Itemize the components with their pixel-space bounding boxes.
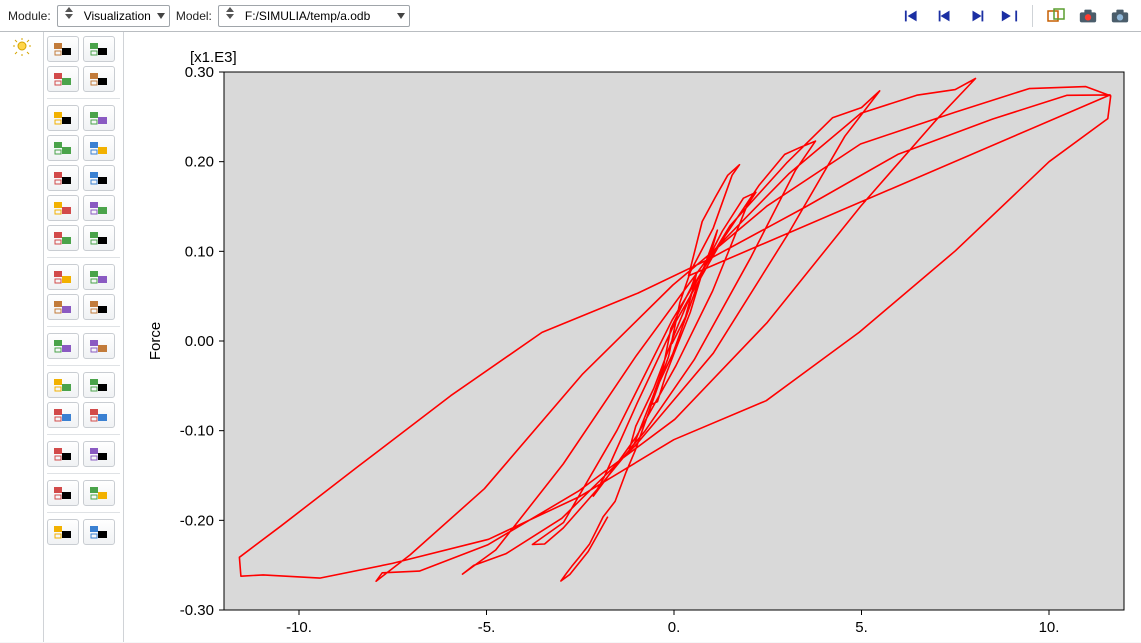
y-axis-label: Force xyxy=(147,322,164,360)
tool-arrow[interactable] xyxy=(47,402,79,428)
lightbulb-icon[interactable] xyxy=(13,38,31,56)
stepper-icon xyxy=(62,7,76,25)
tool-view-1[interactable] xyxy=(47,441,79,467)
tool-block-L[interactable] xyxy=(47,105,79,131)
xtick-label: 5. xyxy=(855,619,868,636)
overlay-icon[interactable] xyxy=(1043,4,1069,28)
tool-row xyxy=(47,36,120,62)
model-value: F:/SIMULIA/temp/a.odb xyxy=(243,9,393,23)
first-frame-button[interactable] xyxy=(900,5,926,27)
tool-frames-123[interactable] xyxy=(47,36,79,62)
tool-symbol-opts[interactable] xyxy=(83,165,115,191)
tool-row xyxy=(47,105,120,131)
palette-separator xyxy=(47,473,120,474)
tool-movie-opts[interactable] xyxy=(83,294,115,320)
tool-spectrum[interactable] xyxy=(47,480,79,506)
palette-separator xyxy=(47,434,120,435)
ytick-label: 0.20 xyxy=(185,154,214,171)
toolbar-separator xyxy=(1032,5,1033,27)
tool-row xyxy=(47,225,120,251)
tool-odb-tree[interactable] xyxy=(47,195,79,221)
tool-movie-rec[interactable] xyxy=(47,294,79,320)
tool-db-colors[interactable] xyxy=(83,66,115,92)
camera-alt-icon[interactable] xyxy=(1107,4,1133,28)
x-axis-label: Displacement xyxy=(629,639,721,640)
tool-curve[interactable] xyxy=(83,402,115,428)
plot-area: [x1.E3]-0.30-0.20-0.100.000.100.200.30-1… xyxy=(124,32,1141,642)
xtick-label: -5. xyxy=(478,619,496,636)
tool-movie-new[interactable] xyxy=(47,264,79,290)
tool-row xyxy=(47,195,120,221)
model-label: Model: xyxy=(176,9,212,23)
ytick-label: 0.00 xyxy=(185,333,214,350)
tool-step-play[interactable] xyxy=(47,66,79,92)
chevron-down-icon xyxy=(157,13,165,19)
tool-row xyxy=(47,441,120,467)
stepper-icon xyxy=(223,7,237,25)
palette-separator xyxy=(47,326,120,327)
xtick-label: 10. xyxy=(1039,619,1060,636)
tool-row xyxy=(47,333,120,359)
module-label: Module: xyxy=(8,9,51,23)
tool-odb-opts[interactable] xyxy=(83,195,115,221)
xtick-label: 0. xyxy=(668,619,681,636)
camera-icon[interactable] xyxy=(1075,4,1101,28)
tool-row xyxy=(47,372,120,398)
tool-path-opts[interactable] xyxy=(83,225,115,251)
palette-separator xyxy=(47,512,120,513)
xtick-label: -10. xyxy=(286,619,312,636)
tool-row xyxy=(47,480,120,506)
left-strip xyxy=(0,32,44,642)
tool-deformed[interactable] xyxy=(47,135,79,161)
top-toolbar: Module: Visualization Model: F:/SIMULIA/… xyxy=(0,0,1141,32)
ytick-label: -0.30 xyxy=(180,602,214,619)
palette-separator xyxy=(47,98,120,99)
tool-frames-alt[interactable] xyxy=(83,36,115,62)
tool-row xyxy=(47,66,120,92)
module-combo[interactable]: Visualization xyxy=(57,5,170,27)
tool-row xyxy=(47,519,120,545)
tool-tool-a[interactable] xyxy=(47,519,79,545)
tool-path[interactable] xyxy=(47,225,79,251)
prev-frame-button[interactable] xyxy=(932,5,958,27)
tool-row xyxy=(47,294,120,320)
tool-row xyxy=(47,264,120,290)
tool-xy-grid[interactable] xyxy=(83,372,115,398)
tool-xy-table[interactable] xyxy=(47,372,79,398)
tool-palette xyxy=(44,32,124,642)
tool-row xyxy=(47,135,120,161)
tool-probe[interactable] xyxy=(47,333,79,359)
ytick-label: -0.10 xyxy=(180,423,214,440)
model-combo[interactable]: F:/SIMULIA/temp/a.odb xyxy=(218,5,410,27)
tool-symbols[interactable] xyxy=(47,165,79,191)
next-frame-button[interactable] xyxy=(964,5,990,27)
tool-block-grid[interactable] xyxy=(83,105,115,131)
palette-separator xyxy=(47,365,120,366)
tool-view-2[interactable] xyxy=(83,441,115,467)
tool-tool-b[interactable] xyxy=(83,519,115,545)
module-value: Visualization xyxy=(82,9,153,23)
ytick-label: 0.10 xyxy=(185,243,214,260)
tool-contour-opts[interactable] xyxy=(83,135,115,161)
tool-row xyxy=(47,165,120,191)
ytick-label: -0.20 xyxy=(180,512,214,529)
tool-row xyxy=(47,402,120,428)
tool-table[interactable] xyxy=(83,333,115,359)
plot-svg: [x1.E3]-0.30-0.20-0.100.000.100.200.30-1… xyxy=(128,36,1139,640)
last-frame-button[interactable] xyxy=(996,5,1022,27)
tool-movie-setup[interactable] xyxy=(83,264,115,290)
tool-spectrum-grid[interactable] xyxy=(83,480,115,506)
chevron-down-icon xyxy=(397,13,405,19)
palette-separator xyxy=(47,257,120,258)
ytick-label: 0.30 xyxy=(185,64,214,81)
